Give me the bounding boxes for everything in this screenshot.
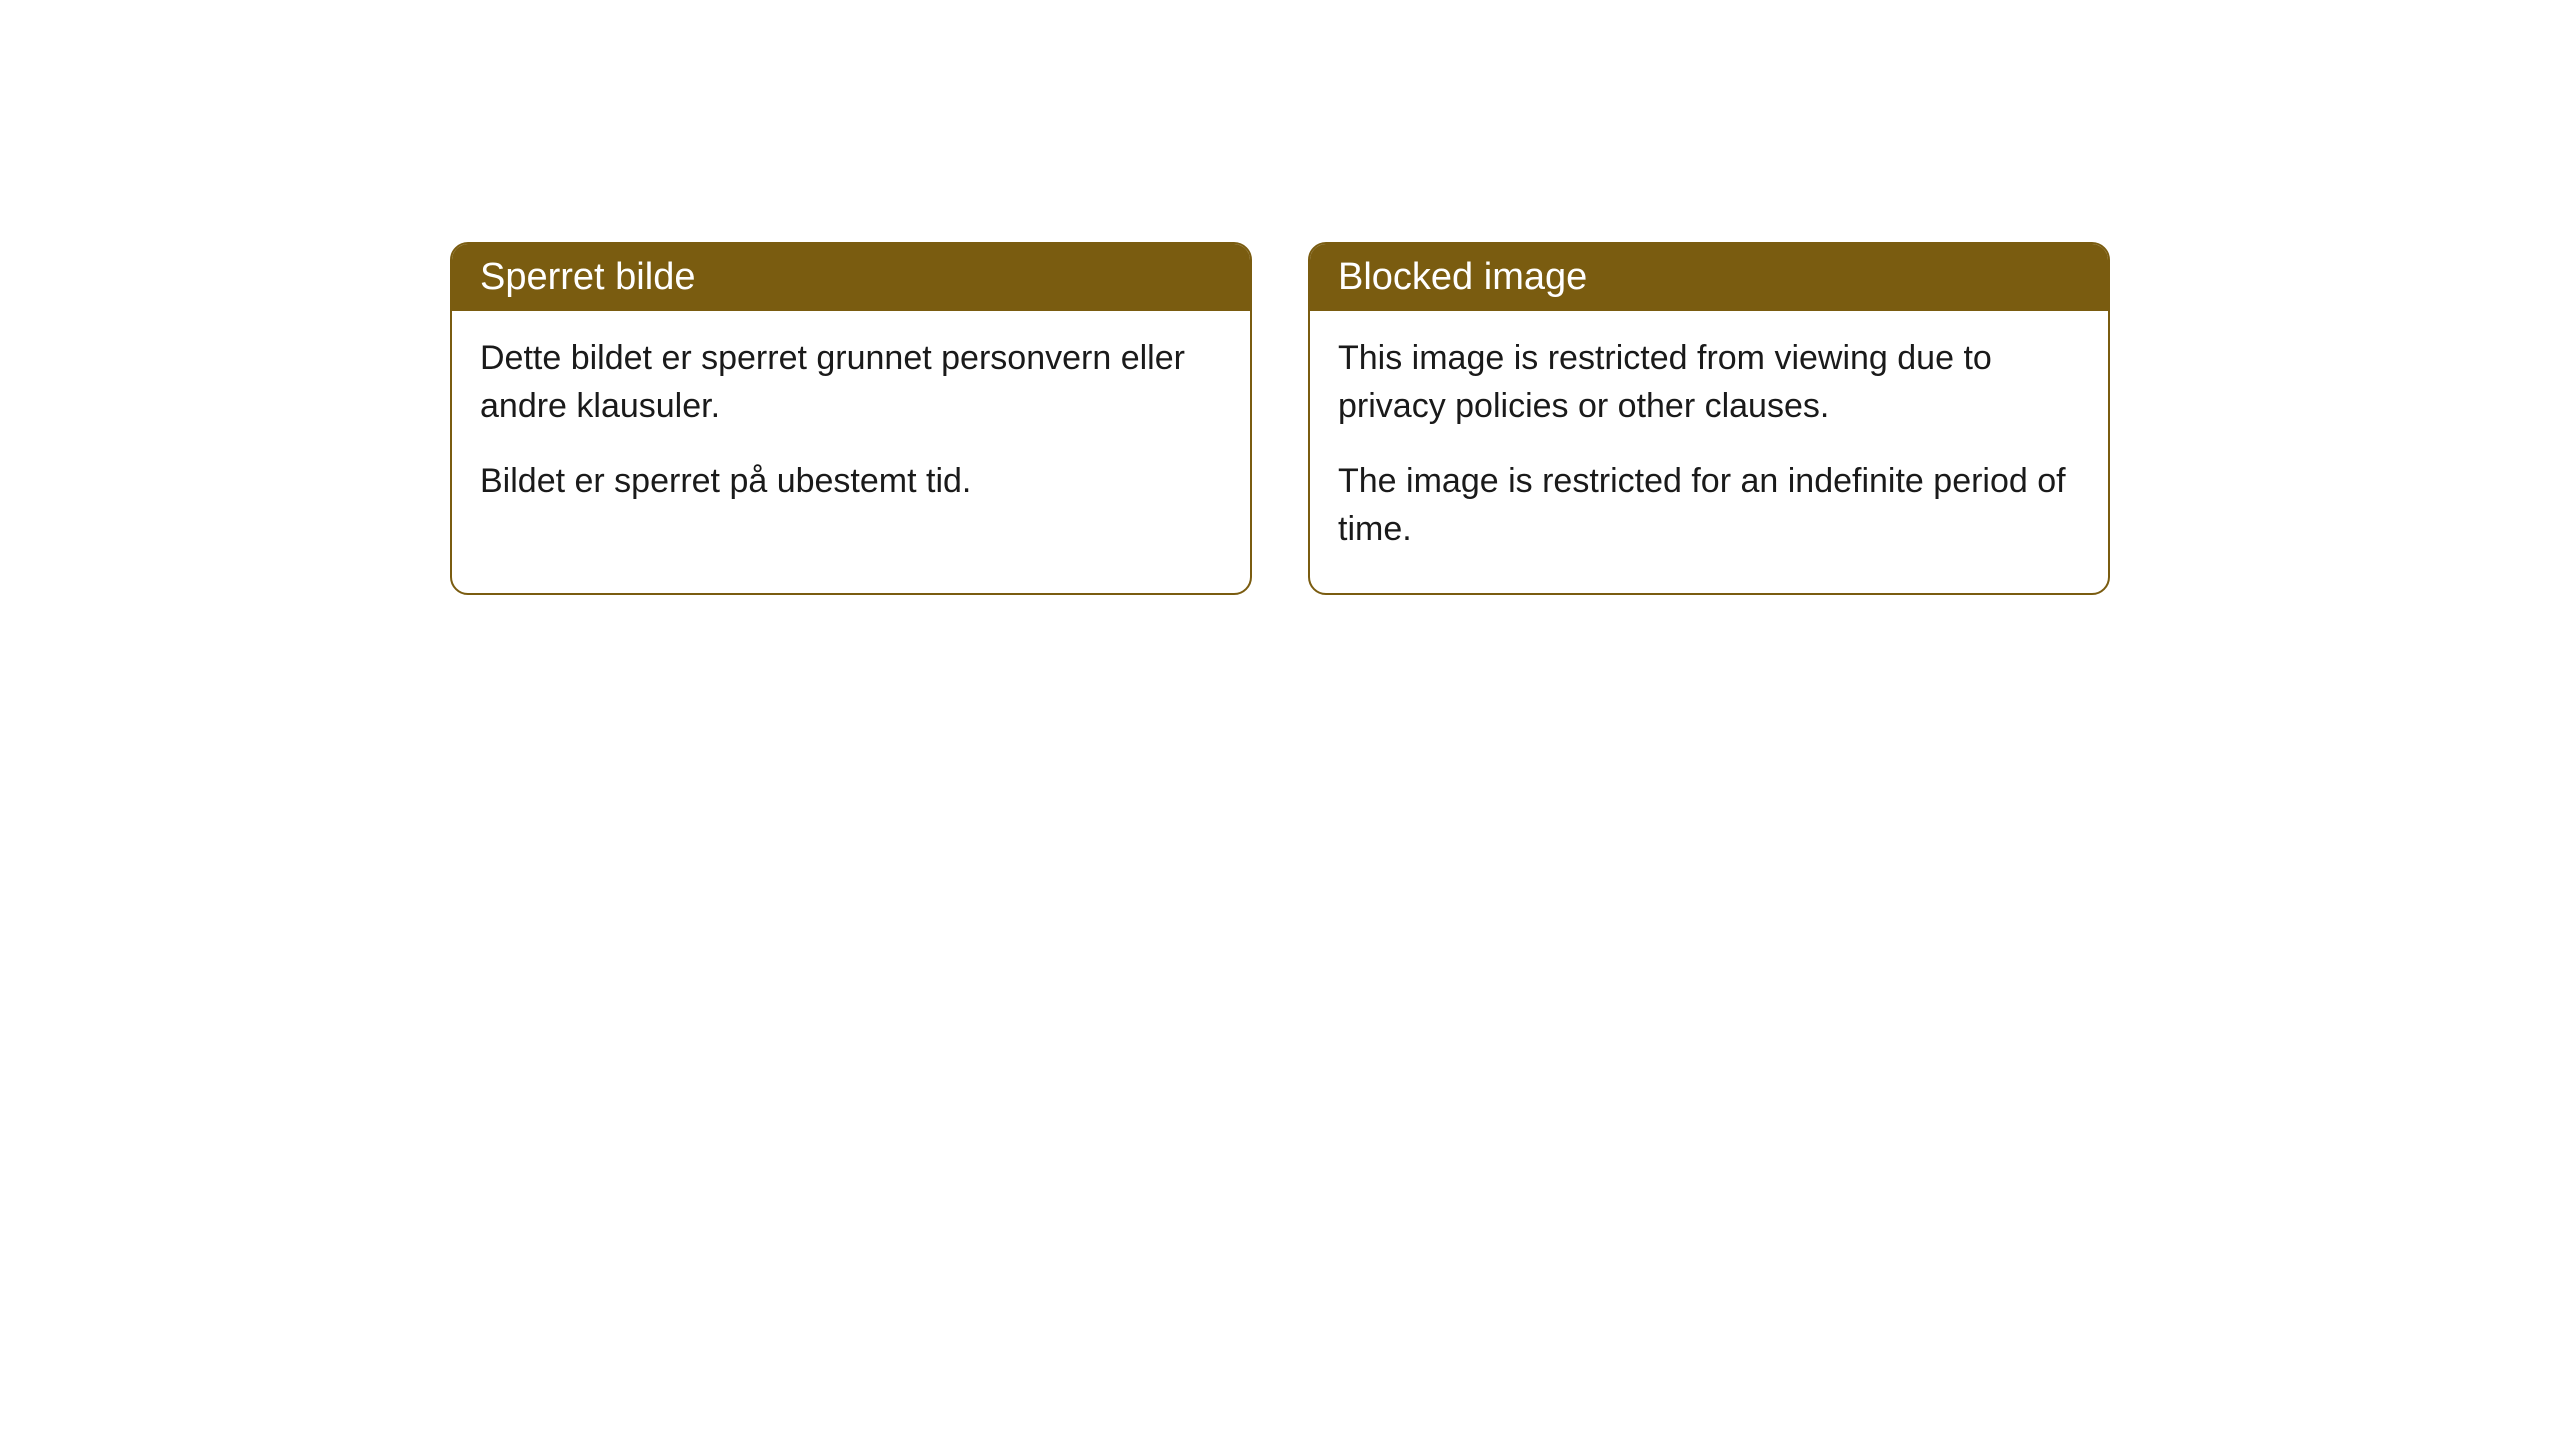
cards-container: Sperret bilde Dette bildet er sperret gr… <box>450 242 2110 595</box>
card-title: Blocked image <box>1338 256 1587 298</box>
card-paragraph: This image is restricted from viewing du… <box>1338 335 2080 430</box>
card-norwegian: Sperret bilde Dette bildet er sperret gr… <box>450 242 1252 595</box>
card-paragraph: Dette bildet er sperret grunnet personve… <box>480 335 1222 430</box>
card-header-english: Blocked image <box>1310 244 2108 311</box>
card-paragraph: Bildet er sperret på ubestemt tid. <box>480 458 1222 506</box>
card-body-norwegian: Dette bildet er sperret grunnet personve… <box>452 311 1250 546</box>
card-english: Blocked image This image is restricted f… <box>1308 242 2110 595</box>
card-body-english: This image is restricted from viewing du… <box>1310 311 2108 593</box>
card-title: Sperret bilde <box>480 256 695 298</box>
card-paragraph: The image is restricted for an indefinit… <box>1338 458 2080 553</box>
card-header-norwegian: Sperret bilde <box>452 244 1250 311</box>
